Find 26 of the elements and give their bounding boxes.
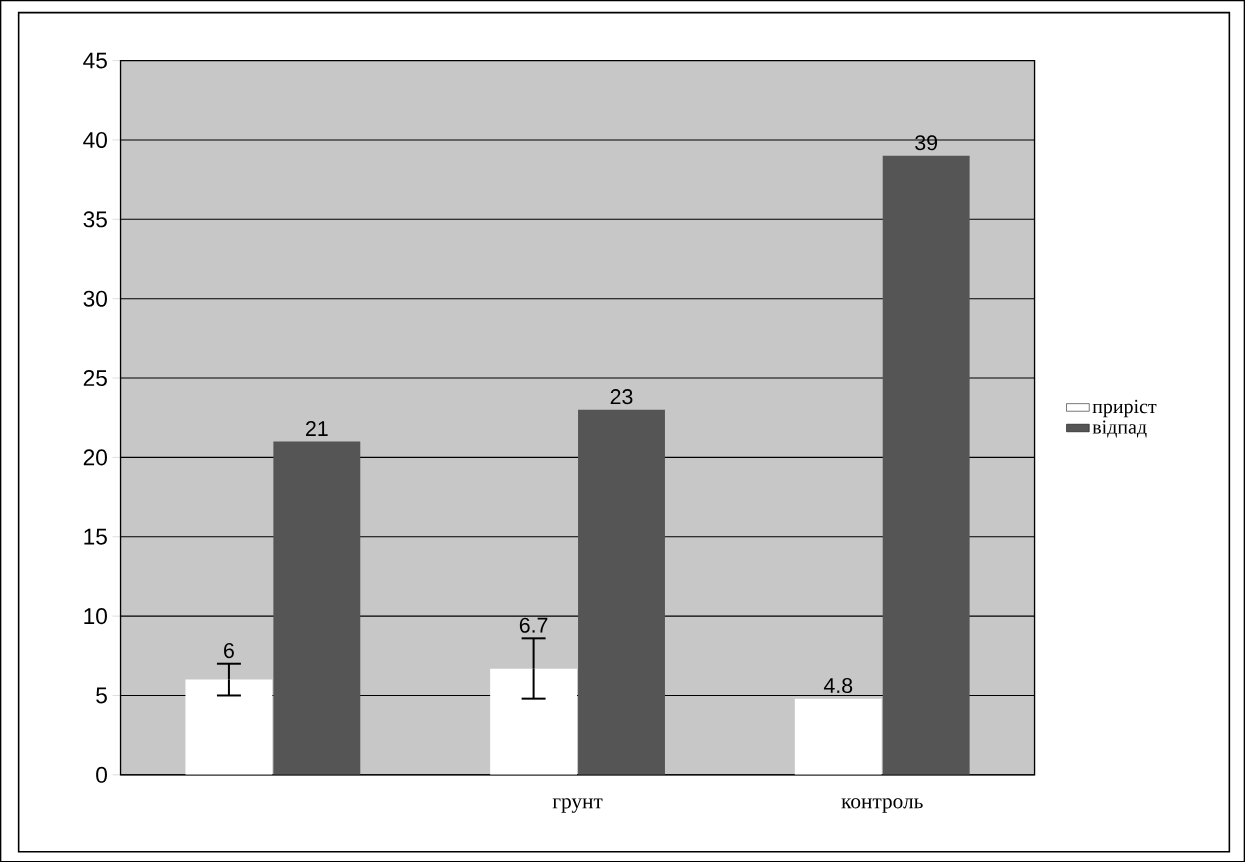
y-tick-label: 10 [84,607,107,624]
bar [185,679,273,775]
y-tick-label: 40 [83,131,107,148]
data-label: 4.8 [823,677,853,693]
y-tick-label: 25 [83,369,107,386]
bar [882,155,970,775]
legend-label: відпад [1092,420,1147,438]
bar [490,668,578,775]
y-tick-label: 20 [83,449,107,466]
data-label: 39 [915,134,938,151]
y-tick-label: 15 [84,528,107,545]
x-tick-label: грунт [552,797,603,813]
bar [578,409,665,775]
y-tick-label: 30 [83,290,107,307]
y-tick-label: 35 [83,211,107,228]
y-tick-label: 5 [96,687,107,704]
y-tick-label: 45 [83,52,107,69]
data-label: 23 [610,388,633,404]
bar [794,698,882,775]
bar [273,441,361,775]
data-label: 6 [224,642,234,658]
y-tick-label: 0 [96,766,107,783]
data-label: 6.7 [519,617,548,633]
data-label: 21 [306,420,328,436]
x-tick-label: контроль [841,797,923,813]
legend-label: приріст [1092,399,1157,418]
